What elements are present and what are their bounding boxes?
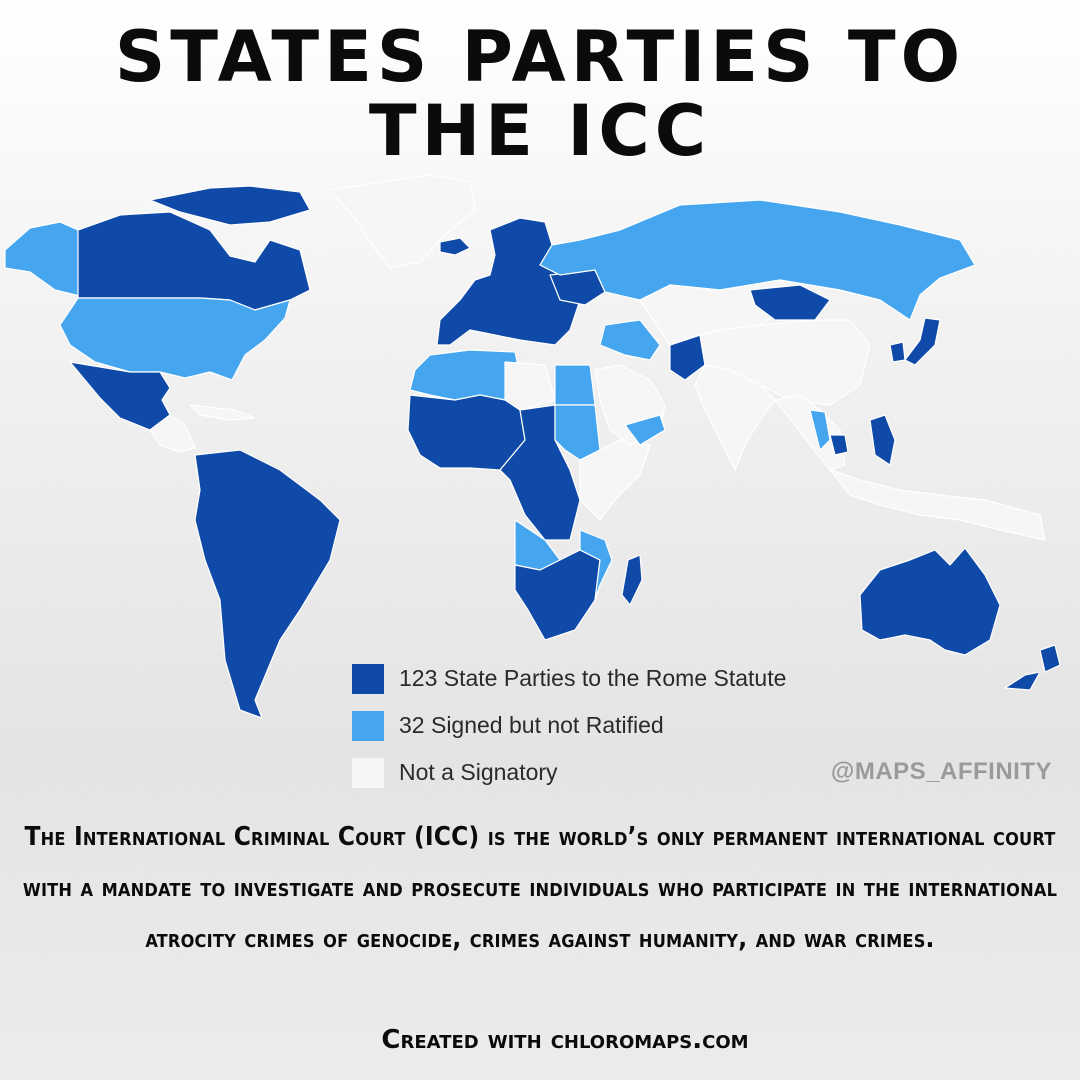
legend-item-not-signatory: Not a Signatory <box>352 756 872 790</box>
region-united-states <box>59 297 291 381</box>
region-west-africa <box>407 394 526 471</box>
region-southeast-asia <box>774 394 846 471</box>
region-india <box>694 364 776 471</box>
region-south-america <box>194 449 341 719</box>
region-middle-east <box>599 319 666 446</box>
region-libya <box>504 361 556 411</box>
region-thailand <box>809 409 831 451</box>
region-canadian-arctic <box>149 185 311 226</box>
region-japan <box>904 317 941 366</box>
region-horn-of-africa <box>579 439 651 521</box>
page-title: STATES PARTIES TO THE ICC <box>114 16 966 172</box>
region-canada <box>77 211 311 311</box>
region-alaska <box>4 221 81 297</box>
region-mozambique <box>579 529 613 601</box>
region-korea <box>889 341 906 363</box>
region-north-africa <box>409 349 521 401</box>
legend-swatch-signed <box>352 711 384 741</box>
credit-text: Created with chloromaps.com <box>381 1025 749 1055</box>
region-iceland <box>439 237 471 256</box>
legend-item-state-parties: 123 State Parties to the Rome Statute <box>352 662 872 696</box>
legend-label-signed: 32 Signed but not Ratified <box>399 712 664 738</box>
description-text: The International Criminal Court (ICC) i… <box>22 822 1058 954</box>
world-map <box>4 174 1061 719</box>
region-madagascar <box>621 554 643 606</box>
region-russia <box>539 199 976 321</box>
region-greenland <box>329 174 476 269</box>
region-mexico <box>69 361 171 431</box>
legend-swatch-not-signatory <box>352 758 384 788</box>
region-new-zealand <box>1004 644 1061 691</box>
region-indonesia <box>829 469 1046 541</box>
legend-label-not-signatory: Not a Signatory <box>399 759 558 785</box>
region-cambodia <box>829 434 849 456</box>
watermark-handle: @MAPS_AFFINITY <box>830 758 1052 785</box>
region-egypt <box>554 364 596 406</box>
region-central-america <box>149 404 256 453</box>
region-australia <box>859 547 1001 656</box>
legend-item-signed: 32 Signed but not Ratified <box>352 709 872 743</box>
region-sudan <box>554 404 601 461</box>
legend-swatch-state-parties <box>352 664 384 694</box>
legend-label-state-parties: 123 State Parties to the Rome Statute <box>399 665 787 691</box>
region-philippines <box>869 414 896 466</box>
